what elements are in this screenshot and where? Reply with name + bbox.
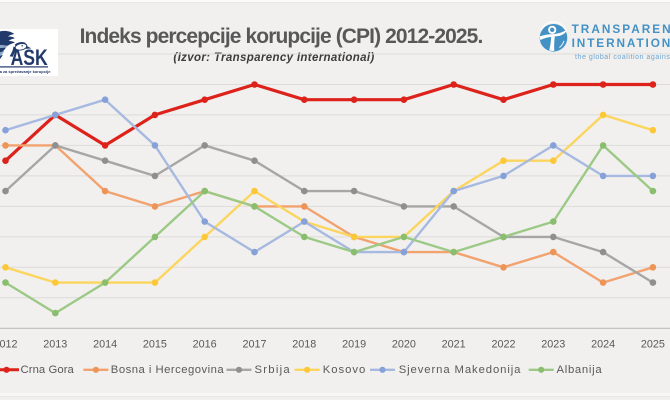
svg-text:2024: 2024 xyxy=(591,339,615,351)
svg-text:ija za sprečavanje korupcije: ija za sprečavanje korupcije xyxy=(0,69,51,74)
svg-text:Srbija: Srbija xyxy=(255,364,291,376)
svg-text:2018: 2018 xyxy=(292,339,316,351)
svg-text:Crna Gora: Crna Gora xyxy=(21,364,75,376)
svg-text:2022: 2022 xyxy=(491,339,515,351)
svg-text:2019: 2019 xyxy=(342,339,366,351)
svg-text:2012: 2012 xyxy=(0,339,18,351)
svg-text:2013: 2013 xyxy=(43,339,67,351)
svg-text:2021: 2021 xyxy=(442,339,466,351)
svg-text:Kosovo: Kosovo xyxy=(323,364,366,376)
svg-text:2020: 2020 xyxy=(392,339,416,351)
svg-text:Bosna i Hercegovina: Bosna i Hercegovina xyxy=(111,364,225,376)
svg-text:2014: 2014 xyxy=(93,339,117,351)
svg-text:2016: 2016 xyxy=(193,339,217,351)
svg-text:2017: 2017 xyxy=(242,339,266,351)
svg-text:the global coalition against c: the global coalition against co xyxy=(575,54,670,61)
svg-text:TRANSPARENCY: TRANSPARENCY xyxy=(572,22,670,36)
svg-text:2025: 2025 xyxy=(641,339,665,351)
svg-text:ASK: ASK xyxy=(11,46,49,70)
svg-text:2015: 2015 xyxy=(143,339,167,351)
svg-text:Albanija: Albanija xyxy=(557,364,603,376)
svg-text:INTERNATIONAL: INTERNATIONAL xyxy=(572,36,670,50)
svg-text:2023: 2023 xyxy=(541,339,565,351)
svg-text:Sjeverna Makedonija: Sjeverna Makedonija xyxy=(399,364,522,376)
